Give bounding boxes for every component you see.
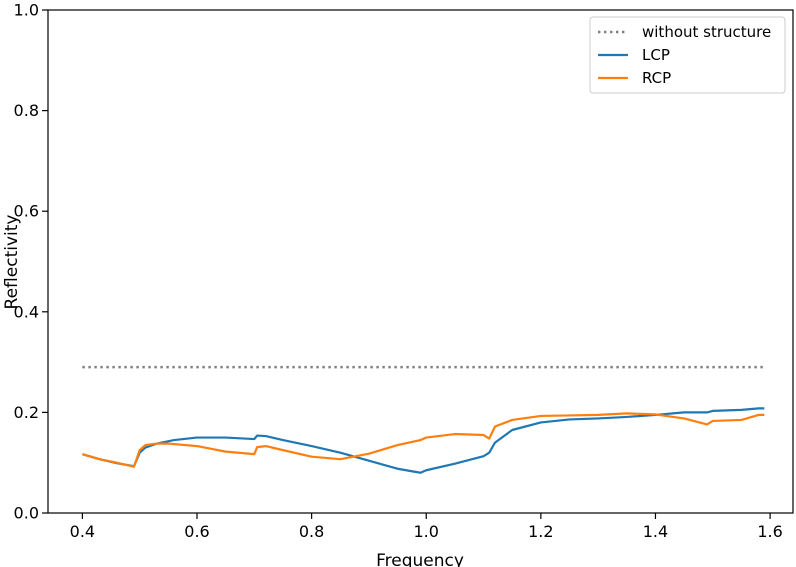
legend: without structure LCP RCP	[589, 16, 786, 94]
legend-label-2: RCP	[642, 69, 671, 87]
y-tick-label: 1.0	[14, 1, 39, 20]
x-tick-label: 0.8	[299, 522, 324, 541]
y-tick-label: 0.8	[14, 101, 39, 120]
x-tick-label: 0.6	[184, 522, 209, 541]
y-tick-label: 0.4	[14, 302, 39, 321]
series-line-2	[82, 412, 765, 468]
x-tick-label: 0.4	[70, 522, 95, 541]
x-tick-label: 1.6	[757, 522, 782, 541]
y-ticks: 0.0 0.2 0.4 0.6 0.8 1.0	[14, 1, 48, 523]
series-line-1	[82, 407, 765, 474]
legend-label-0: without structure	[642, 23, 771, 41]
x-tick-label: 1.2	[528, 522, 553, 541]
x-axis-label: Frequency	[376, 551, 464, 567]
y-tick-label: 0.0	[14, 504, 39, 523]
legend-label-1: LCP	[642, 46, 670, 64]
y-tick-label: 0.6	[14, 202, 39, 221]
plot-frame	[47, 9, 794, 514]
y-tick-label: 0.2	[14, 403, 39, 422]
y-axis-label: Reflectivity	[2, 215, 22, 310]
x-ticks: 0.4 0.6 0.8 1.0 1.2 1.4 1.6	[70, 513, 783, 541]
x-tick-label: 1.4	[643, 522, 668, 541]
legend-box	[589, 16, 786, 94]
x-tick-label: 1.0	[414, 522, 439, 541]
plot-lines	[82, 365, 765, 474]
